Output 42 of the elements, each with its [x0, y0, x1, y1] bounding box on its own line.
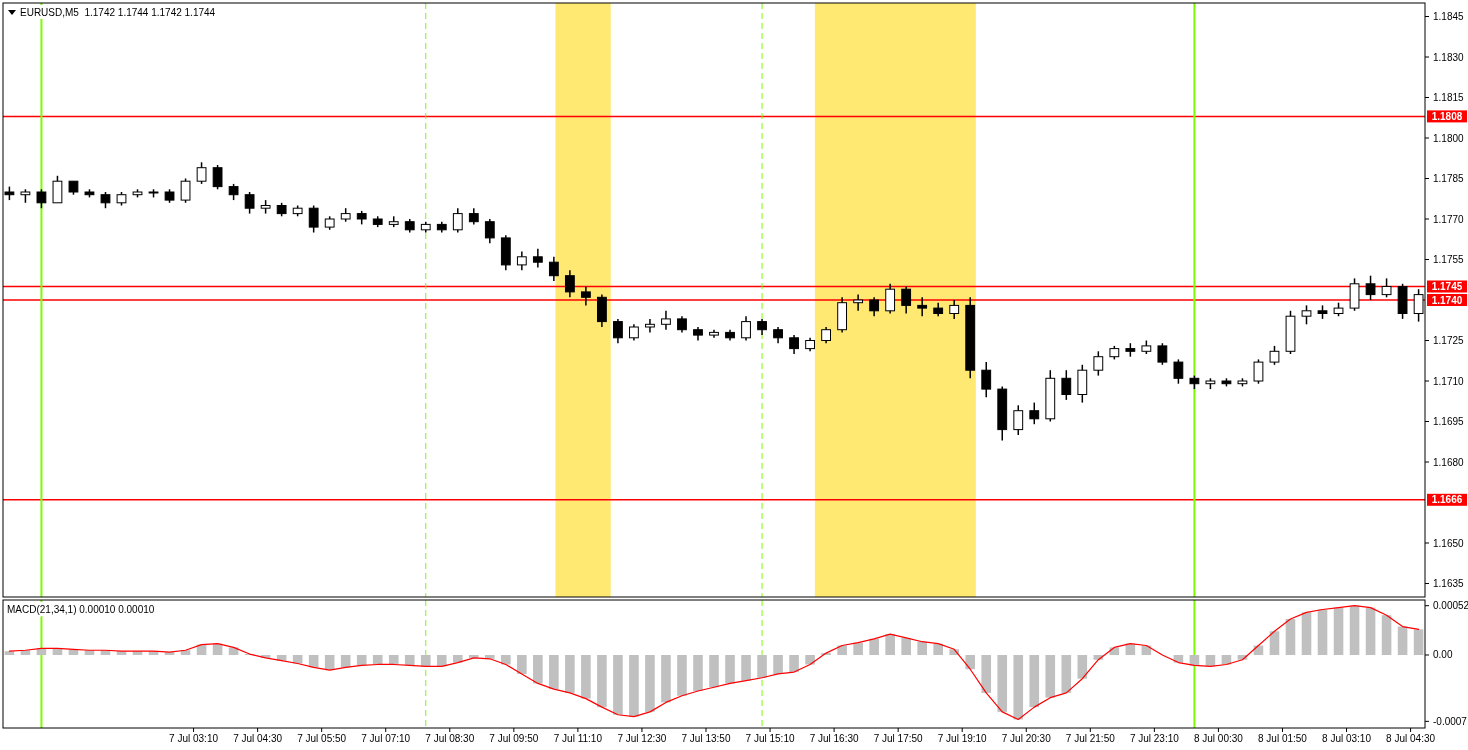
x-tick-label: 7 Jul 11:10 — [553, 733, 603, 744]
x-tick-label: 8 Jul 03:10 — [1322, 733, 1372, 744]
x-tick-label: 7 Jul 23:10 — [1129, 733, 1180, 744]
x-tick-label: 7 Jul 12:30 — [617, 733, 667, 744]
y-tick-label: 1.1845 — [1433, 11, 1465, 22]
x-tick-label: 7 Jul 07:10 — [361, 733, 411, 744]
x-tick-label: 7 Jul 16:30 — [809, 733, 859, 744]
y-tick-label: 1.1770 — [1433, 213, 1465, 225]
x-tick-label: 7 Jul 08:30 — [425, 733, 475, 744]
x-tick-label: 7 Jul 03:10 — [169, 733, 219, 744]
y-tick-label: 1.1755 — [1433, 254, 1465, 265]
x-tick-label: 7 Jul 09:50 — [489, 733, 539, 744]
x-tick-label: 8 Jul 00:30 — [1193, 733, 1244, 744]
x-tick-label: 7 Jul 21:50 — [1065, 733, 1116, 744]
y-tick-label: 1.1725 — [1433, 335, 1465, 346]
ref-line-label: 1.1666 — [1431, 494, 1463, 506]
y-tick-label: 1.1800 — [1433, 132, 1465, 144]
y-tick-label: 1.1785 — [1433, 173, 1465, 184]
y-tick-label: 1.1635 — [1433, 578, 1465, 589]
x-tick-label: 7 Jul 04:30 — [233, 733, 283, 744]
x-tick-label: 7 Jul 20:30 — [1001, 733, 1052, 744]
x-tick-label: 8 Jul 01:50 — [1258, 733, 1308, 744]
y-tick-label: 1.1695 — [1433, 416, 1465, 427]
chart-title: EURUSD,M5 1.1742 1.1744 1.1742 1.1744 — [20, 7, 216, 18]
x-tick-label: 7 Jul 13:50 — [681, 733, 731, 744]
x-tick-label: 7 Jul 05:50 — [297, 733, 347, 744]
x-tick-label: 7 Jul 17:50 — [873, 733, 924, 744]
y-tick-label: 1.1650 — [1433, 537, 1465, 549]
y-tick-label: 0.00 — [1433, 649, 1453, 661]
chart-title: MACD(21,34,1) 0.00010 0.00010 — [7, 604, 155, 615]
y-tick-label: 0.00052 — [1433, 600, 1468, 612]
x-tick-label: 7 Jul 15:10 — [745, 733, 795, 744]
ref-line-label: 1.1745 — [1431, 281, 1463, 292]
y-tick-label: 1.1815 — [1433, 92, 1465, 103]
y-tick-label: -0.0007 — [1433, 715, 1468, 727]
x-tick-label: 7 Jul 19:10 — [937, 733, 988, 744]
y-tick-label: 1.1830 — [1433, 51, 1465, 63]
ref-line-label: 1.1740 — [1431, 294, 1463, 306]
x-tick-label: 8 Jul 04:30 — [1386, 733, 1436, 744]
y-tick-label: 1.1710 — [1433, 375, 1465, 387]
ref-line-label: 1.1808 — [1431, 110, 1463, 122]
y-tick-label: 1.1680 — [1433, 456, 1465, 468]
